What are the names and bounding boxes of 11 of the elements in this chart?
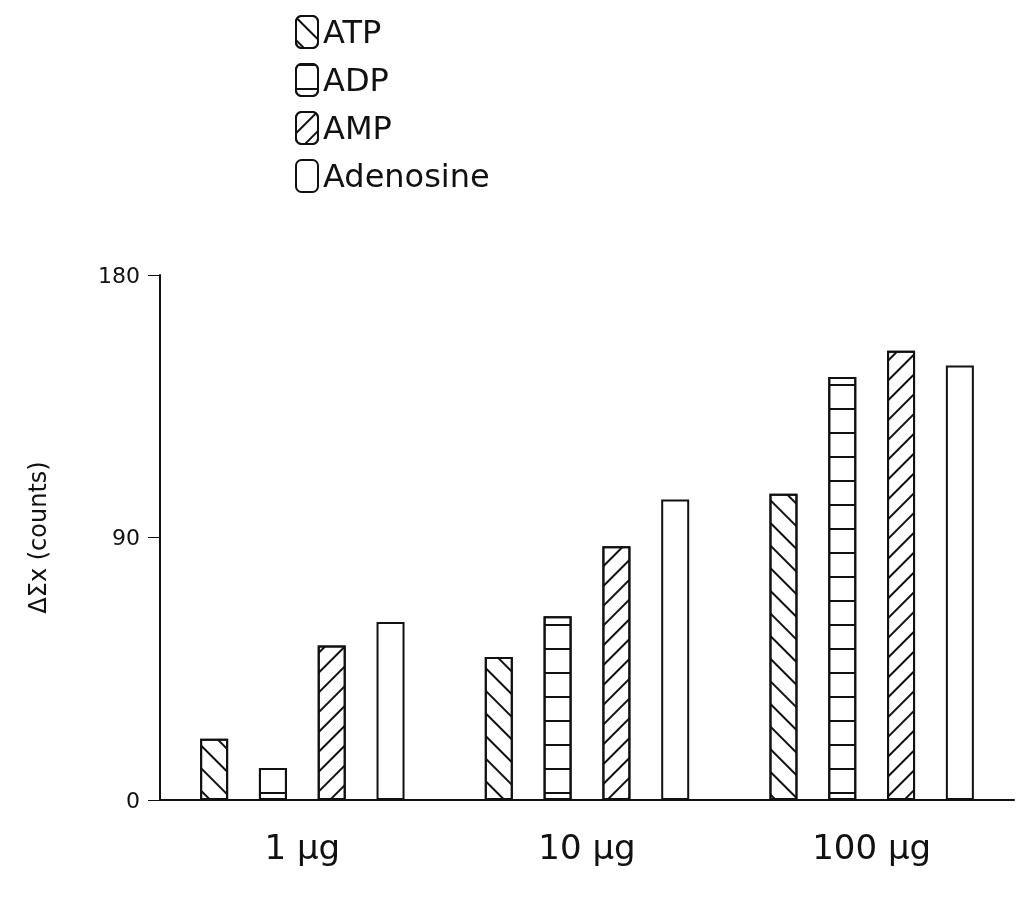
legend-label: AMP: [323, 109, 392, 147]
y-tick-label: 180: [98, 262, 140, 288]
y-tick-label: 0: [126, 787, 140, 813]
x-tick-label: 10 µg: [538, 827, 636, 867]
x-tick-label: 100 µg: [812, 827, 932, 867]
y-axis-title: ΔΣx (counts): [24, 461, 52, 614]
legend-label: ATP: [323, 13, 382, 51]
x-tick-label: 1 µg: [264, 827, 341, 867]
y-tick-label: 90: [112, 525, 140, 550]
legend-label: Adenosine: [323, 157, 490, 195]
legend-label: ADP: [323, 61, 389, 99]
